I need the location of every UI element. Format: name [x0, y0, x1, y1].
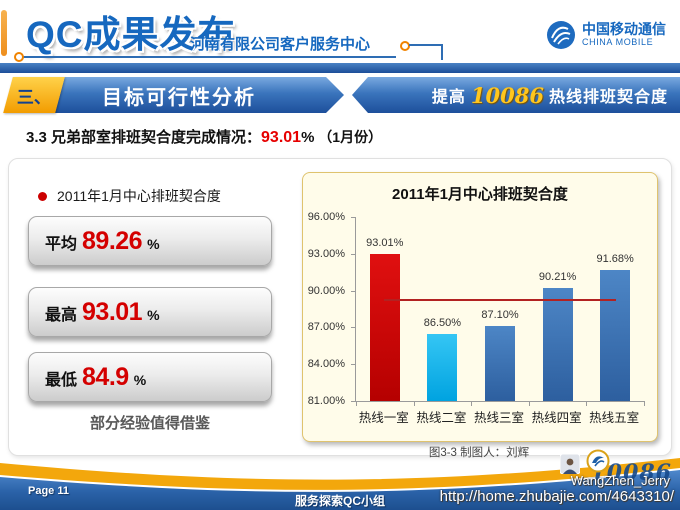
footer-swoosh	[0, 458, 680, 510]
header-divider-bar	[0, 63, 680, 73]
bar-value-label: 86.50%	[423, 316, 462, 329]
chart-bar-slot: 86.50%	[414, 217, 472, 401]
chart-x-axis: 热线一室 热线二室 热线三室 热线四室 热线五室	[355, 407, 643, 426]
china-mobile-logo: 中国移动通信 CHINA MOBILE	[546, 20, 666, 50]
stat-unit: %	[147, 306, 160, 323]
stat-unit: %	[147, 235, 160, 252]
y-tick-mark	[351, 290, 356, 292]
logo-text-zh: 中国移动通信	[582, 21, 666, 37]
section-title-band: 目标可行性分析	[54, 77, 344, 113]
china-mobile-logo-text: 中国移动通信 CHINA MOBILE	[582, 22, 666, 48]
project-title-prefix: 提高	[431, 89, 466, 106]
x-category-label: 热线三室	[473, 411, 524, 425]
y-tick-label: 93.00%	[307, 247, 345, 260]
project-title-band: 提高 10086 热线排班契合度	[352, 77, 680, 113]
bullet-title-row: 2011年1月中心排班契合度	[38, 186, 221, 206]
watermark-name: WangZhen_Jerry	[570, 473, 670, 488]
footer-group-name: 服务探索QC小组	[294, 494, 385, 508]
stat-value: 89.26	[82, 226, 143, 255]
average-reference-line	[384, 298, 616, 301]
bar-value-label: 87.10%	[481, 309, 519, 322]
header-underline	[22, 56, 396, 58]
y-tick-label: 84.00%	[307, 358, 345, 371]
bar-value-label: 91.68%	[596, 253, 634, 265]
y-tick-mark	[351, 217, 356, 218]
stat-value: 84.9	[82, 362, 129, 391]
bar-热线二室	[427, 333, 458, 401]
chart-bar-slot: 90.21%	[529, 217, 587, 401]
page-title: QC成果发布	[26, 14, 236, 55]
chart-bars: 93.01% 86.50% 87.10% 90.21% 91.68%	[356, 217, 644, 401]
chart-plot: 93.01% 86.50% 87.10% 90.21% 91.68%	[351, 217, 645, 406]
bar-热线一室	[369, 253, 400, 401]
footer-blue-band	[0, 470, 680, 510]
bar-热线四室	[542, 288, 573, 401]
x-tick-mark	[644, 401, 645, 406]
y-tick-label: 81.00%	[307, 395, 345, 407]
chart-caption: 图3-3 制图人：刘辉	[428, 447, 530, 459]
y-tick-label: 90.00%	[307, 284, 345, 297]
statement-unit: %	[301, 129, 315, 146]
connector-line	[441, 44, 443, 60]
left-accent-strip	[1, 10, 7, 56]
section-index-label: 三、	[17, 87, 51, 107]
stat-value: 93.01	[82, 297, 143, 326]
y-tick-label: 87.00%	[307, 321, 345, 334]
x-category-label: 热线五室	[589, 411, 640, 425]
chart-title: 2011年1月中心排班契合度	[392, 186, 568, 203]
chart-bar-slot: 91.68%	[586, 217, 644, 401]
y-tick-mark	[351, 253, 356, 255]
watermark-url[interactable]: http://home.zhubajie.com/4643310/	[439, 488, 674, 505]
page-number: Page 11	[28, 485, 69, 497]
stat-box-max: 最高 93.01 %	[28, 287, 272, 337]
y-tick-mark	[351, 364, 356, 366]
connector-line	[409, 44, 443, 46]
statement-prefix: 3.3 兄弟部室排班契合度完成情况：	[26, 129, 262, 146]
chart-bar-slot: 87.10%	[471, 217, 529, 401]
bar-热线三室	[484, 326, 515, 401]
y-tick-label: 96.00%	[307, 211, 345, 223]
y-tick-mark	[351, 401, 356, 402]
stat-unit: %	[133, 371, 147, 388]
x-category-label: 热线二室	[416, 411, 467, 425]
bar-chart-panel: 2011年1月中心排班契合度 96.00% 93.00% 90.00% 87.00% 8…	[302, 172, 658, 442]
stat-box-average: 平均 89.26 %	[28, 216, 272, 266]
x-tick-mark	[586, 401, 588, 406]
bar-value-label: 90.21%	[538, 271, 577, 284]
project-title-suffix: 热线排班契合度	[548, 89, 668, 106]
stat-label: 最高	[45, 306, 78, 324]
statement-suffix: （1月份）	[314, 129, 383, 145]
x-category-label: 热线四室	[531, 411, 582, 425]
orange-ring-icon	[400, 41, 410, 51]
y-tick-mark	[351, 327, 356, 329]
x-tick-mark	[471, 401, 473, 406]
statement-value: 93.01	[261, 129, 302, 146]
stat-box-min: 最低 84.9 %	[28, 352, 272, 402]
china-mobile-logo-icon	[547, 21, 575, 49]
statement-line: 3.3 兄弟部室排班契合度完成情况：93.01% （1月份）	[26, 126, 382, 147]
x-tick-mark	[528, 401, 530, 406]
stat-label: 最低	[45, 371, 78, 389]
10086-emblem-icon	[586, 449, 610, 473]
x-tick-mark	[356, 401, 357, 406]
stat-label: 平均	[45, 235, 78, 253]
logo-text-en: CHINA MOBILE	[582, 37, 654, 47]
orange-ring-icon	[14, 52, 24, 62]
footer-gold-curve	[0, 458, 680, 490]
bar-value-label: 93.01%	[366, 236, 404, 249]
bullet-icon	[38, 191, 47, 201]
bar-热线五室	[600, 270, 631, 401]
chart-y-axis: 96.00% 93.00% 90.00% 87.00% 84.00% 81.00%	[303, 211, 351, 407]
watermark-avatar	[560, 454, 580, 474]
section-index-badge: 三、	[3, 77, 65, 113]
x-category-label: 热线一室	[358, 411, 409, 425]
project-title-number: 10086	[470, 82, 544, 108]
bullet-title: 2011年1月中心排班契合度	[57, 188, 221, 204]
experience-note: 部分经验值得借鉴	[89, 415, 210, 432]
org-subtitle: 河南有限公司客户服务中心	[190, 36, 371, 53]
chart-bar-slot: 93.01%	[356, 217, 414, 401]
x-tick-mark	[413, 401, 415, 406]
section-title: 目标可行性分析	[102, 86, 256, 109]
